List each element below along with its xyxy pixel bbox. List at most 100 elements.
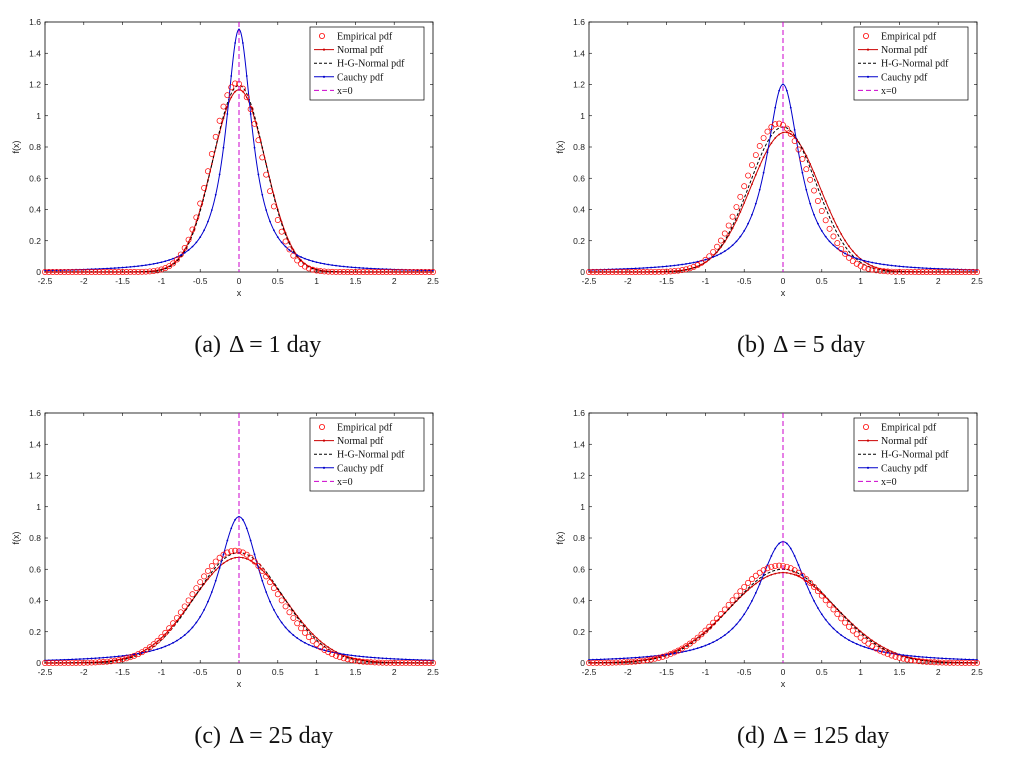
y-tick-label: 0	[36, 267, 41, 277]
series-point-cauchy	[404, 658, 407, 661]
series-point-cauchy	[720, 636, 722, 639]
empirical-point	[873, 267, 880, 274]
series-point-cauchy	[902, 654, 905, 656]
empirical-point	[336, 654, 343, 661]
series-point-cauchy	[210, 591, 213, 593]
empirical-point	[764, 565, 771, 572]
x-tick-label: -1	[158, 276, 166, 286]
series-point-cauchy	[704, 644, 707, 647]
series-point-cauchy	[269, 220, 271, 223]
x-tick-label: -1.5	[115, 276, 130, 286]
empirical-point	[158, 634, 165, 641]
series-point-normal	[758, 164, 761, 167]
empirical-point	[644, 657, 651, 664]
series-point-normal	[747, 589, 749, 591]
series-point-normal	[910, 270, 912, 273]
empirical-point	[923, 269, 930, 275]
empirical-point	[838, 615, 845, 622]
empirical-point	[305, 634, 312, 641]
x-tick-label: -2.5	[582, 276, 597, 286]
series-point-cauchy	[751, 213, 753, 216]
series-point-cauchy	[623, 657, 625, 660]
y-tick-label: 0.6	[573, 564, 585, 574]
empirical-point	[263, 171, 270, 178]
empirical-point	[970, 269, 977, 275]
empirical-point	[609, 269, 616, 275]
empirical-point	[737, 588, 744, 595]
series-point-normal	[700, 633, 703, 636]
empirical-point	[589, 659, 596, 666]
empirical-point	[714, 243, 720, 250]
empirical-point	[768, 123, 775, 130]
empirical-point	[717, 237, 724, 244]
empirical-point	[255, 137, 262, 144]
series-point-cauchy	[704, 258, 707, 261]
empirical-point	[88, 659, 95, 666]
empirical-point	[208, 151, 215, 157]
empirical-point	[61, 269, 68, 275]
series-point-normal	[245, 557, 248, 560]
series-point-cauchy	[797, 564, 800, 566]
series-point-cauchy	[168, 643, 171, 646]
series-point-cauchy	[793, 128, 796, 131]
empirical-point	[659, 268, 666, 275]
series-point-cauchy	[207, 220, 209, 223]
series-point-normal	[867, 263, 870, 266]
series-point-normal	[692, 639, 695, 642]
empirical-point	[803, 576, 810, 583]
x-tick-label: 1.5	[893, 276, 905, 286]
empirical-point	[772, 562, 779, 569]
empirical-point	[352, 657, 359, 664]
series-point-cauchy	[86, 657, 89, 660]
x-tick-label: 1	[314, 276, 319, 286]
series-point-normal	[234, 556, 237, 559]
series-point-cauchy	[389, 657, 392, 660]
x-tick-label: 2.5	[427, 667, 439, 677]
series-point-normal	[607, 661, 610, 664]
series-point-cauchy	[292, 634, 295, 636]
empirical-point	[729, 597, 736, 604]
x-tick-label: -1.5	[115, 667, 130, 677]
series-point-normal	[708, 627, 711, 629]
series-point-cauchy	[917, 655, 920, 658]
empirical-point	[749, 576, 755, 583]
empirical-point	[946, 269, 953, 275]
y-tick-label: 0	[36, 658, 41, 668]
series-point-cauchy	[863, 646, 866, 648]
empirical-point	[228, 548, 235, 555]
chart-panel-2: -2.5 -2 -1.5 -1 -0.5 0 0.5 1 1.5 2 2.5 0 0.2 0.4 0.6 0.…	[555, 17, 983, 358]
series-point-normal	[661, 270, 664, 273]
series-point-cauchy	[265, 209, 268, 211]
series-point-cauchy	[762, 171, 765, 174]
empirical-point	[232, 80, 239, 87]
series-point-cauchy	[241, 518, 244, 521]
empirical-point	[795, 146, 802, 153]
series-point-cauchy	[358, 266, 361, 269]
series-point-cauchy	[902, 265, 905, 268]
empirical-point	[131, 268, 138, 275]
series-point-cauchy	[685, 650, 687, 653]
empirical-point	[69, 659, 76, 666]
caption-text: Δ = 125 day	[773, 723, 889, 749]
series-point-cauchy	[867, 260, 870, 263]
series-point-cauchy	[253, 553, 256, 556]
empirical-point	[818, 208, 825, 214]
series-point-normal	[840, 233, 843, 235]
y-tick-label: 0.6	[573, 173, 585, 183]
empirical-point	[962, 659, 969, 666]
empirical-point	[842, 619, 849, 626]
empirical-point	[822, 217, 829, 224]
empirical-point	[745, 579, 752, 586]
series-point-normal	[626, 271, 629, 273]
empirical-point	[88, 269, 95, 275]
series-point-normal	[377, 271, 380, 273]
empirical-point	[61, 660, 68, 666]
series-point-cauchy	[681, 651, 684, 653]
series-point-cauchy	[222, 146, 225, 149]
series-point-cauchy	[110, 656, 112, 658]
empirical-point	[911, 269, 918, 275]
series-point-cauchy	[785, 89, 788, 92]
empirical-point	[57, 660, 64, 666]
series-point-cauchy	[121, 266, 124, 269]
chart-panel-3: -2.5 -2 -1.5 -1 -0.5 0 0.5 1 1.5 2 2.5 0 0.2 0.4 0.6 0.…	[11, 408, 439, 749]
